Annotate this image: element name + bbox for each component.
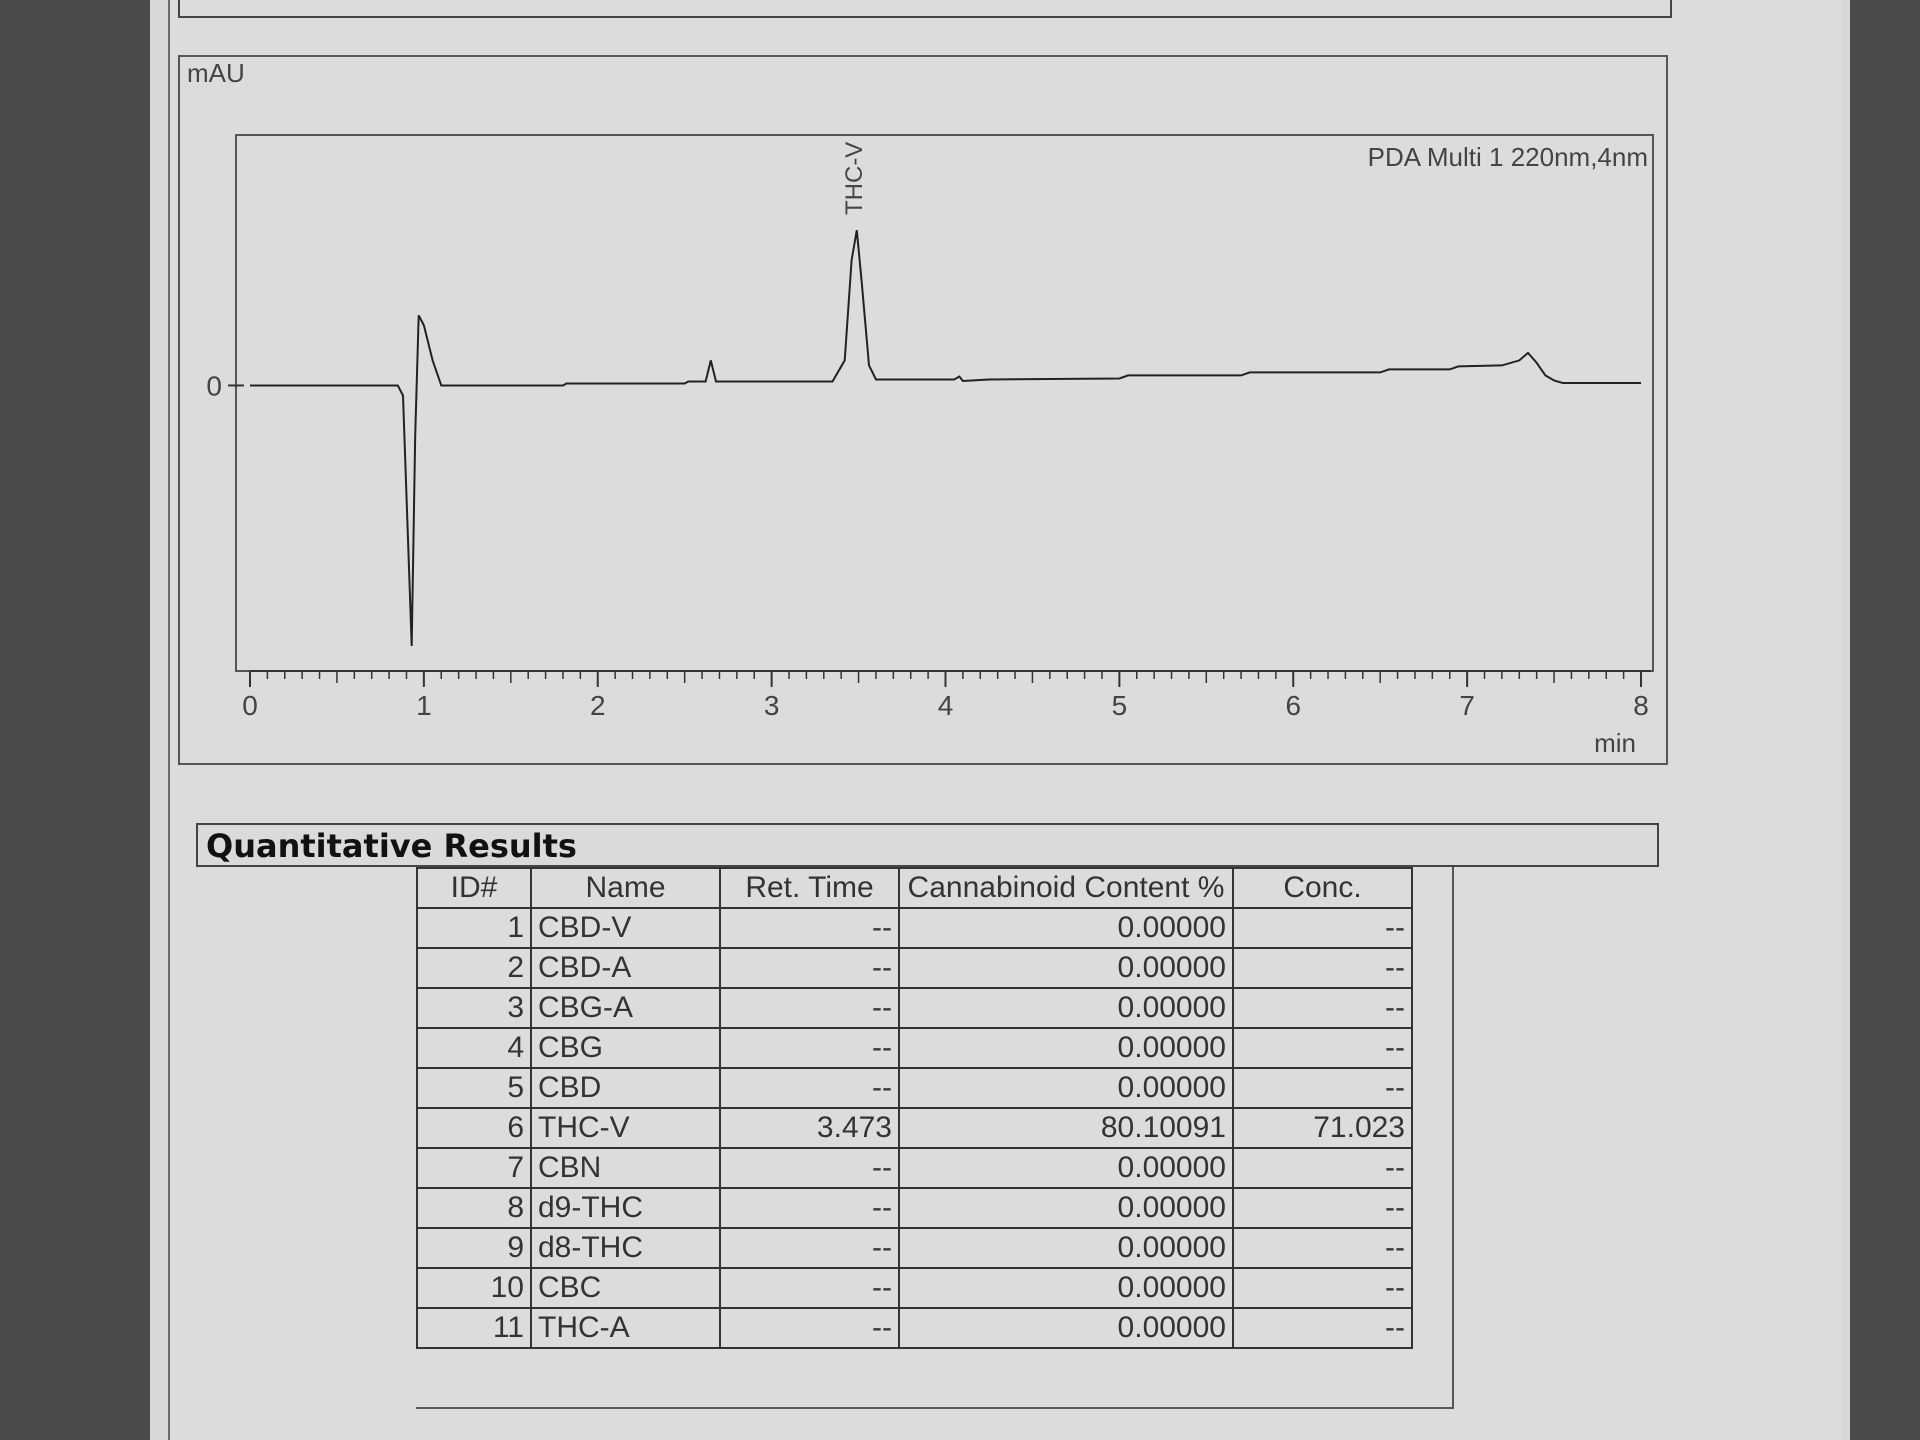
cell-content-pct: 0.00000 <box>898 1027 1234 1069</box>
table-row: 8 d9-THC -- 0.00000 -- <box>416 1187 1413 1229</box>
cell-ret-time: -- <box>719 987 900 1029</box>
chromatogram-panel <box>178 55 1668 765</box>
x-tick-label: 7 <box>1459 690 1475 721</box>
cell-id: 2 <box>416 947 532 989</box>
chromatogram-trace <box>250 230 1641 647</box>
cell-content-pct: 0.00000 <box>898 1147 1234 1189</box>
cell-id: 6 <box>416 1107 532 1149</box>
peak-label: THC-V <box>841 142 868 215</box>
cell-name: THC-V <box>530 1107 721 1149</box>
cell-content-pct: 0.00000 <box>898 1187 1234 1229</box>
x-tick-label: 1 <box>416 690 432 721</box>
results-header: Quantitative Results <box>196 823 1659 867</box>
cell-conc: -- <box>1232 1307 1413 1349</box>
x-tick-label: 3 <box>764 690 780 721</box>
table-frame <box>416 867 1454 1409</box>
table-row: 5 CBD -- 0.00000 -- <box>416 1067 1413 1109</box>
x-tick-label: 0 <box>242 690 258 721</box>
cell-ret-time: -- <box>719 1307 900 1349</box>
chromatogram-chart: mAU min PDA Multi 1 220nm,4nm 0 1 2 3 4 5 6 7 8 0… <box>187 58 1654 758</box>
cell-content-pct: 0.00000 <box>898 907 1234 949</box>
cell-content-pct: 0.00000 <box>898 1067 1234 1109</box>
cell-ret-time: -- <box>719 947 900 989</box>
cell-id: 3 <box>416 987 532 1029</box>
cell-content-pct: 0.00000 <box>898 947 1234 989</box>
column-header-content-pct: Cannabinoid Content % <box>898 867 1234 909</box>
cell-conc: -- <box>1232 987 1413 1029</box>
cell-content-pct: 0.00000 <box>898 987 1234 1029</box>
header-frame <box>178 0 1672 18</box>
table-row: 4 CBG -- 0.00000 -- <box>416 1027 1413 1069</box>
cell-ret-time: -- <box>719 1227 900 1269</box>
cell-id: 9 <box>416 1227 532 1269</box>
cell-conc: -- <box>1232 1227 1413 1269</box>
cell-conc: -- <box>1232 1267 1413 1309</box>
cell-id: 4 <box>416 1027 532 1069</box>
column-header-ret-time: Ret. Time <box>719 867 900 909</box>
x-axis-label: min <box>1594 728 1636 758</box>
cell-name: CBD-V <box>530 907 721 949</box>
results-table: ID# Name Ret. Time Cannabinoid Content %… <box>416 867 1413 1349</box>
x-tick-label: 5 <box>1112 690 1128 721</box>
results-title: Quantitative Results <box>206 827 577 865</box>
cell-ret-time: -- <box>719 1187 900 1229</box>
y-tick-label: 0 <box>206 370 222 401</box>
cell-ret-time: -- <box>719 907 900 949</box>
cell-conc: -- <box>1232 1027 1413 1069</box>
cell-name: d8-THC <box>530 1227 721 1269</box>
table-row: 3 CBG-A -- 0.00000 -- <box>416 987 1413 1029</box>
table-row: 10 CBC -- 0.00000 -- <box>416 1267 1413 1309</box>
cell-id: 8 <box>416 1187 532 1229</box>
cell-name: CBG <box>530 1027 721 1069</box>
cell-name: CBD-A <box>530 947 721 989</box>
cell-content-pct: 0.00000 <box>898 1307 1234 1349</box>
cell-ret-time: 3.473 <box>719 1107 900 1149</box>
x-tick-label: 4 <box>938 690 954 721</box>
cell-ret-time: -- <box>719 1267 900 1309</box>
cell-name: THC-A <box>530 1307 721 1349</box>
cell-name: CBD <box>530 1067 721 1109</box>
cell-conc: -- <box>1232 947 1413 989</box>
cell-id: 11 <box>416 1307 532 1349</box>
cell-conc: -- <box>1232 1067 1413 1109</box>
cell-name: CBG-A <box>530 987 721 1029</box>
column-header-conc: Conc. <box>1232 867 1413 909</box>
x-tick-label: 6 <box>1285 690 1301 721</box>
cell-conc: -- <box>1232 907 1413 949</box>
table-row: 9 d8-THC -- 0.00000 -- <box>416 1227 1413 1269</box>
y-axis-label: mAU <box>187 58 245 88</box>
cell-name: CBC <box>530 1267 721 1309</box>
table-row: 6 THC-V 3.473 80.10091 71.023 <box>416 1107 1413 1149</box>
table-row: 1 CBD-V -- 0.00000 -- <box>416 907 1413 949</box>
cell-conc: -- <box>1232 1147 1413 1189</box>
table-row: 11 THC-A -- 0.00000 -- <box>416 1307 1413 1349</box>
cell-name: CBN <box>530 1147 721 1189</box>
cell-ret-time: -- <box>719 1027 900 1069</box>
table-row: 7 CBN -- 0.00000 -- <box>416 1147 1413 1189</box>
cell-content-pct: 80.10091 <box>898 1107 1234 1149</box>
legend-label: PDA Multi 1 220nm,4nm <box>1368 142 1648 172</box>
cell-ret-time: -- <box>719 1067 900 1109</box>
column-header-name: Name <box>530 867 721 909</box>
cell-id: 10 <box>416 1267 532 1309</box>
table-header-row: ID# Name Ret. Time Cannabinoid Content %… <box>416 867 1413 909</box>
cell-conc: -- <box>1232 1187 1413 1229</box>
table-row: 2 CBD-A -- 0.00000 -- <box>416 947 1413 989</box>
x-tick-label: 8 <box>1633 690 1649 721</box>
cell-id: 5 <box>416 1067 532 1109</box>
x-tick-label: 2 <box>590 690 606 721</box>
column-header-id: ID# <box>416 867 532 909</box>
cell-content-pct: 0.00000 <box>898 1227 1234 1269</box>
cell-id: 1 <box>416 907 532 949</box>
cell-ret-time: -- <box>719 1147 900 1189</box>
cell-content-pct: 0.00000 <box>898 1267 1234 1309</box>
cell-conc: 71.023 <box>1232 1107 1413 1149</box>
plot-frame <box>235 134 1654 672</box>
cell-name: d9-THC <box>530 1187 721 1229</box>
cell-id: 7 <box>416 1147 532 1189</box>
